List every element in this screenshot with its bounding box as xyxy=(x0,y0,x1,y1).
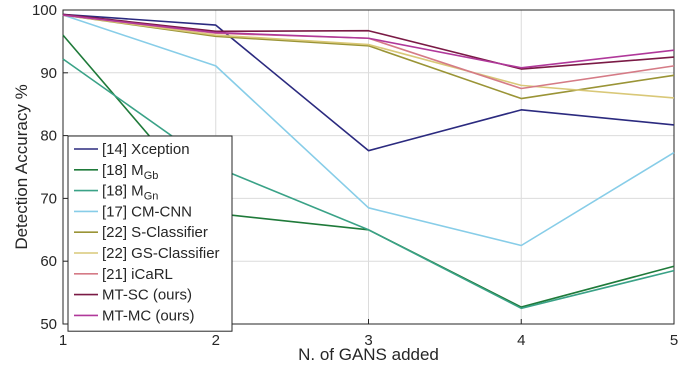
series-line xyxy=(62,14,675,100)
legend-entry: MT-SC (ours) xyxy=(102,287,192,304)
legend-entry: [14] Xception xyxy=(102,141,190,158)
y-axis-ticks: 50 60 70 80 90 100 xyxy=(32,2,68,333)
legend-entry: MT-MC (ours) xyxy=(102,307,195,324)
series-line xyxy=(62,14,675,99)
y-tick-label: 70 xyxy=(40,190,57,207)
legend-entry: [22] S-Classifier xyxy=(102,224,208,241)
x-axis-ticks: 1 2 3 4 5 xyxy=(59,319,678,349)
x-tick-label: 3 xyxy=(364,332,372,349)
legend-entry: [22] GS-Classifier xyxy=(102,245,220,262)
series-line xyxy=(62,58,675,310)
legend-box xyxy=(67,135,233,332)
x-axis-label: N. of GANS added xyxy=(298,345,439,364)
x-tick-label: 2 xyxy=(212,332,220,349)
y-tick-label: 100 xyxy=(32,2,57,19)
x-tick-label: 5 xyxy=(670,332,678,349)
legend: [14] Xception [18] MGb[18] MGn[17] CM-CNN… xyxy=(67,135,233,332)
legend-entry: [18] MGb xyxy=(102,162,158,182)
legend-entry-subscript: Gn xyxy=(144,191,159,203)
y-tick-label: 90 xyxy=(40,65,57,82)
series-line xyxy=(62,13,675,152)
series-line xyxy=(62,14,675,69)
y-tick-label: 50 xyxy=(40,316,57,333)
y-axis-label: Detection Accuracy % xyxy=(12,84,31,249)
x-tick-label: 4 xyxy=(517,332,525,349)
legend-entry: [18] MGn xyxy=(102,183,158,203)
legend-entry-subscript: Gb xyxy=(144,170,159,182)
y-tick-label: 80 xyxy=(40,128,57,145)
legend-entry: [21] iCaRL xyxy=(102,266,173,283)
y-tick-label: 60 xyxy=(40,253,57,270)
series-line xyxy=(62,13,675,70)
series-line xyxy=(62,14,675,247)
x-tick-label: 1 xyxy=(59,332,67,349)
legend-entry: [17] CM-CNN xyxy=(102,203,192,220)
